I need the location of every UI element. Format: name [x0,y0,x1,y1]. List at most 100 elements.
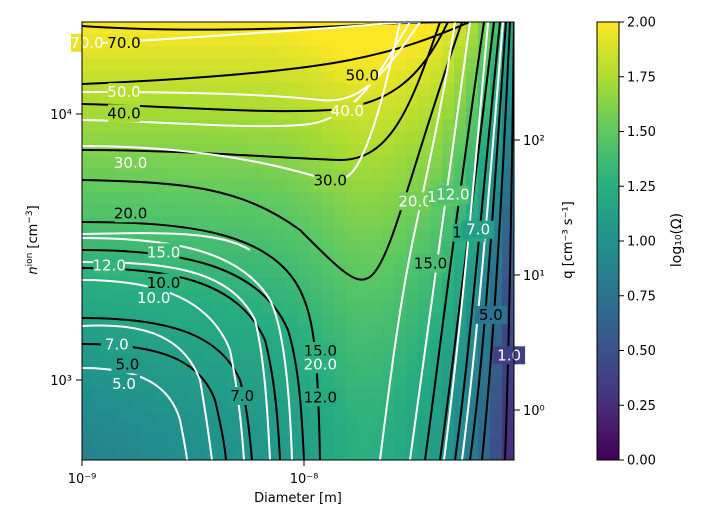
heatmap-cell [394,143,407,157]
heatmap-cell [334,46,347,60]
heatmap-cell [358,326,371,339]
heatmap-cell [310,435,323,449]
heatmap-cell [322,119,335,133]
heatmap-cell [238,350,251,364]
heatmap-cell [118,301,131,315]
heatmap-cell [466,277,479,291]
heatmap-cell [130,131,143,145]
contour-label-bg [114,153,147,172]
heatmap-cell [334,301,347,315]
heatmap-cell [238,58,251,72]
heatmap-cell [322,277,335,291]
heatmap-cell [178,192,191,206]
x-axis: 10⁻⁹ 10⁻⁸ Diameter [m] [68,460,342,506]
heatmap-cell [346,168,359,181]
heatmap-cell [166,34,179,47]
heatmap-cell [94,204,107,218]
heatmap-cell [394,228,407,242]
contour-label-bg [108,104,140,123]
heatmap-cell [334,143,347,157]
heatmap-cell [334,228,347,242]
heatmap-cell [490,435,503,449]
heatmap-cell [250,131,263,145]
heatmap-cell [370,314,383,327]
contour-label: 10.0 [147,274,180,292]
heatmap-cell [430,387,443,400]
contour-7-black [82,317,253,460]
heatmap-cell [478,374,491,388]
heatmap-cell [286,399,299,412]
contour-10-white [82,279,245,460]
heatmap-cell [82,58,95,72]
contour-label-bg [474,305,507,324]
heatmap-cell [274,387,287,400]
heatmap-cell [286,411,299,425]
heatmap-cell [142,95,155,108]
heatmap-cell [454,168,467,181]
heatmap-cell [346,326,359,339]
heatmap-cell [130,192,143,206]
heatmap-cell [370,34,383,47]
heatmap-cell [154,46,167,60]
heatmap-cell [358,192,371,206]
heatmap-cell [310,301,323,315]
heatmap-cell [226,447,239,460]
heatmap-cell [94,289,107,303]
heatmap-cell [322,241,335,254]
heatmap-cell [262,241,275,254]
plot-frame [81,21,515,461]
contour-label: 10.0 [137,289,170,307]
heatmap-cell [94,192,107,206]
heatmap-cell [118,277,131,291]
heatmap-cell [478,447,491,460]
heatmap-cell [298,314,311,327]
heatmap-cell [454,46,467,60]
heatmap-cell [118,119,131,133]
heatmap-cell [370,387,383,400]
heatmap-cell [322,131,335,145]
heatmap-cell [178,387,191,400]
heatmap-cell [226,204,239,218]
heatmap-cell [418,95,431,108]
heatmap-cell [286,289,299,303]
heatmap-cell [406,82,419,96]
heatmap-cell [466,374,479,388]
heatmap-cell [82,70,95,84]
heatmap-cell [274,70,287,84]
heatmap-cell [274,192,287,206]
heatmap-cell [298,168,311,181]
heatmap-cell [262,277,275,291]
heatmap-cell [358,253,371,266]
heatmap-cell [442,95,455,108]
heatmap-cell [394,82,407,96]
heatmap-cell [358,350,371,364]
heatmap-cell [382,399,395,412]
heatmap-cell [94,435,107,449]
contour-label: 5.0 [112,375,136,393]
heatmap-cell [466,423,479,437]
heatmap-cell [298,143,311,157]
heatmap-cell [370,301,383,315]
heatmap-cell [490,131,503,145]
heatmap-cell [226,168,239,181]
heatmap-cell [322,82,335,96]
heatmap-cell [214,423,227,437]
heatmap-cell [286,46,299,60]
heatmap-cell [310,70,323,84]
heatmap-cell [382,34,395,47]
y-right-tick-1e2: 10² [523,134,545,149]
heatmap-cell [130,399,143,412]
contour-label-bg [93,256,126,275]
colorbar: 0.00 0.25 0.50 0.75 1.00 1.25 1.50 1.75 2.00 log… [596,16,685,469]
heatmap-cell [118,70,131,84]
heatmap-cell [202,326,215,339]
heatmap-cell [154,435,167,449]
heatmap-cell [310,228,323,242]
heatmap-cell [394,131,407,145]
heatmap-cell [238,168,251,181]
heatmap-cell [262,326,275,339]
heatmap-cell [334,204,347,218]
heatmap-cell [286,155,299,169]
heatmap-cell [118,423,131,437]
